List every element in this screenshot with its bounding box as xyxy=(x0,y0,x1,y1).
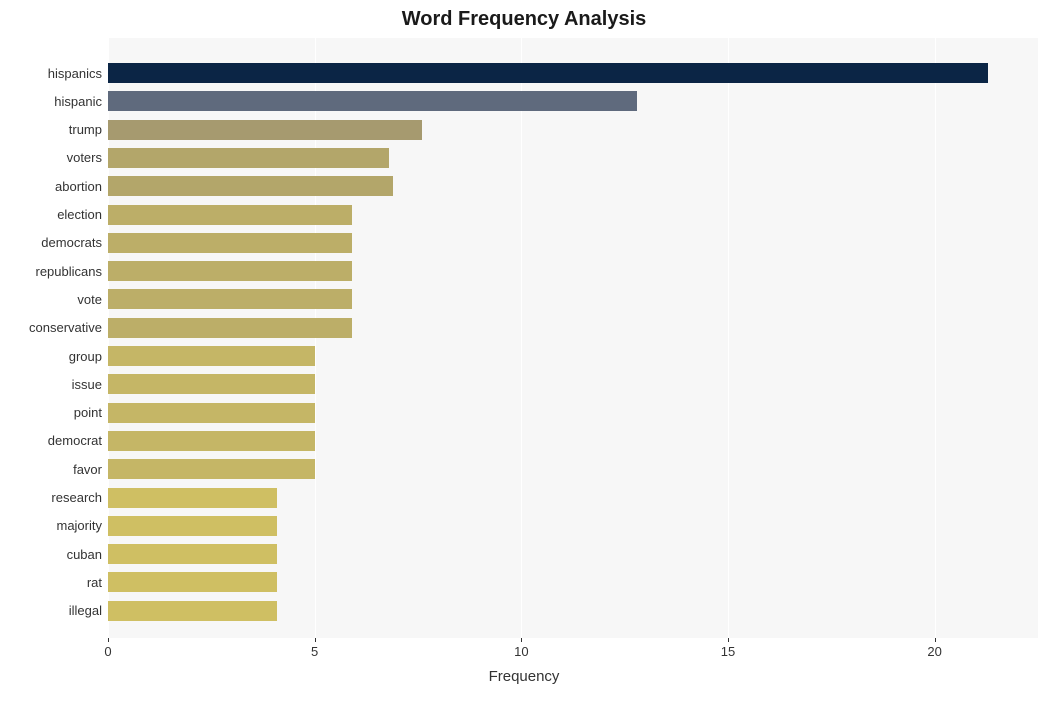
x-tick-label: 15 xyxy=(721,644,735,659)
gridline xyxy=(728,38,729,638)
x-tick-label: 20 xyxy=(927,644,941,659)
y-tick-label: point xyxy=(74,405,102,420)
y-tick-label: favor xyxy=(73,462,102,477)
y-tick-label: hispanics xyxy=(48,66,102,81)
y-tick-label: democrats xyxy=(41,235,102,250)
y-tick-label: democrat xyxy=(48,433,102,448)
bar xyxy=(108,289,352,309)
bar xyxy=(108,205,352,225)
y-tick-label: trump xyxy=(69,122,102,137)
bar xyxy=(108,261,352,281)
x-tick-mark xyxy=(108,638,109,642)
plot-area xyxy=(108,38,1038,638)
gridline xyxy=(521,38,522,638)
y-tick-label: republicans xyxy=(36,264,103,279)
y-tick-label: election xyxy=(57,207,102,222)
y-tick-label: research xyxy=(51,490,102,505)
bar xyxy=(108,431,315,451)
y-tick-label: voters xyxy=(67,150,102,165)
bar xyxy=(108,176,393,196)
x-tick-mark xyxy=(521,638,522,642)
bar xyxy=(108,346,315,366)
bar xyxy=(108,374,315,394)
x-tick-label: 0 xyxy=(104,644,111,659)
y-tick-label: conservative xyxy=(29,320,102,335)
word-frequency-chart: Word Frequency Analysis Frequency 0 5 10 15… xyxy=(0,0,1048,701)
x-tick-mark xyxy=(315,638,316,642)
x-tick-label: 5 xyxy=(311,644,318,659)
y-tick-label: issue xyxy=(72,377,102,392)
y-tick-label: hispanic xyxy=(54,94,102,109)
y-tick-label: vote xyxy=(77,292,102,307)
x-tick-mark xyxy=(728,638,729,642)
bar xyxy=(108,120,422,140)
bar xyxy=(108,572,277,592)
y-tick-label: abortion xyxy=(55,179,102,194)
bar xyxy=(108,63,988,83)
y-tick-label: majority xyxy=(56,518,102,533)
y-tick-label: rat xyxy=(87,575,102,590)
gridline xyxy=(935,38,936,638)
bar xyxy=(108,516,277,536)
bar xyxy=(108,403,315,423)
chart-title: Word Frequency Analysis xyxy=(0,8,1048,31)
bar xyxy=(108,544,277,564)
bar xyxy=(108,91,637,111)
y-tick-label: group xyxy=(69,349,102,364)
x-tick-label: 10 xyxy=(514,644,528,659)
x-tick-mark xyxy=(935,638,936,642)
bar xyxy=(108,318,352,338)
y-tick-label: cuban xyxy=(67,547,102,562)
bar xyxy=(108,601,277,621)
bar xyxy=(108,459,315,479)
bar xyxy=(108,488,277,508)
bar xyxy=(108,233,352,253)
x-axis-label: Frequency xyxy=(0,668,1048,685)
bar xyxy=(108,148,389,168)
y-tick-label: illegal xyxy=(69,603,102,618)
